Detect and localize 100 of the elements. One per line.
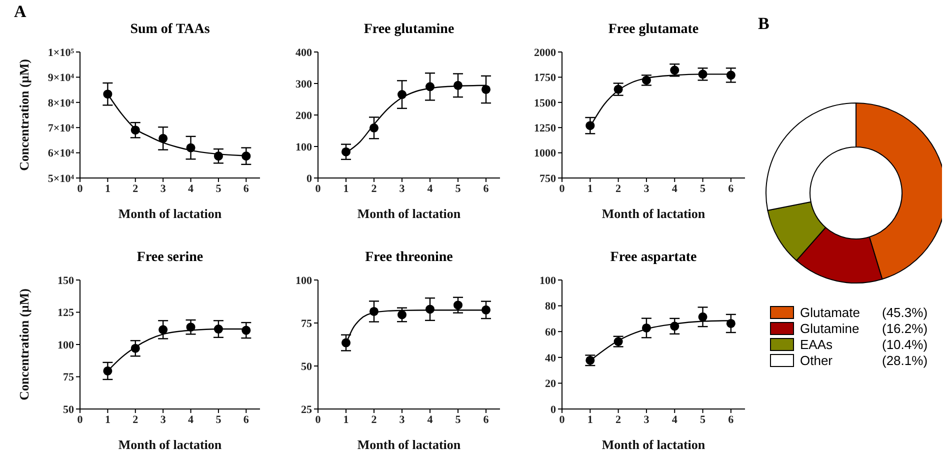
chart-title: Free glutamine — [362, 22, 456, 38]
y-tick-label: 9×10⁴ — [48, 72, 75, 84]
point — [369, 306, 379, 316]
y-tick-label: 1750 — [534, 72, 556, 84]
x-tick-label: 0 — [315, 182, 322, 195]
point — [726, 70, 736, 80]
y-tick-label: 125 — [58, 307, 74, 320]
data-label: (16.2%) — [882, 320, 928, 336]
x-tick-label: 2 — [132, 182, 139, 195]
y-tick-label: 40 — [545, 352, 556, 364]
point — [130, 126, 140, 135]
y-tick-label: 50 — [63, 404, 74, 416]
legend-label: Glutamate — [800, 304, 861, 320]
x-tick-label: 3 — [160, 182, 166, 195]
point — [698, 312, 708, 322]
y-tick-label: 75 — [63, 372, 74, 384]
point — [453, 80, 463, 90]
x-tick-label: 2 — [132, 414, 139, 426]
x-tick-label: 5 — [700, 182, 706, 195]
point — [214, 152, 223, 161]
point — [670, 66, 680, 75]
x-tick-label: 4 — [672, 414, 678, 426]
x-tick-label: 4 — [188, 414, 194, 426]
x-axis-title: Month of lactation — [357, 206, 462, 221]
point — [341, 338, 351, 348]
x-tick-label: 0 — [315, 414, 322, 426]
data-label: (45.3%) — [882, 304, 928, 320]
y-tick-label: 8×10⁴ — [48, 97, 75, 110]
point — [453, 300, 463, 310]
x-tick-label: 0 — [559, 182, 566, 195]
data-label: (10.4%) — [882, 336, 928, 352]
x-tick-label: 1 — [587, 414, 593, 426]
x-tick-label: 4 — [427, 182, 434, 195]
point — [397, 310, 407, 320]
x-axis-title: Month of lactation — [118, 437, 222, 452]
y-tick-label: 1×10⁵ — [48, 46, 75, 59]
y-tick-label: 0 — [306, 172, 312, 185]
y-tick-label: 100 — [296, 274, 312, 287]
y-tick-label: 300 — [296, 78, 312, 90]
point — [425, 304, 435, 314]
y-tick-label: 5×10⁴ — [48, 172, 75, 185]
text: A — [14, 2, 26, 22]
point — [242, 326, 251, 335]
point — [425, 82, 435, 92]
point — [397, 90, 407, 100]
chart-title: Free serine — [136, 250, 204, 266]
x-tick-label: 0 — [559, 414, 566, 426]
chart-title: Free threonine — [364, 250, 454, 266]
x-axis-title: Month of lactation — [602, 206, 706, 221]
x-tick-label: 1 — [343, 182, 349, 195]
x-tick-label: 3 — [644, 182, 650, 195]
y-tick-label: 50 — [301, 360, 312, 373]
x-tick-label: 0 — [77, 182, 84, 195]
x-tick-label: 6 — [243, 182, 250, 195]
point — [369, 123, 379, 132]
y-axis-title: Concentration (µM) — [16, 288, 32, 400]
x-tick-label: 3 — [160, 414, 166, 426]
point — [186, 322, 196, 332]
x-tick-label: 2 — [616, 414, 622, 426]
y-tick-label: 400 — [296, 46, 312, 59]
y-tick-label: 100 — [540, 274, 556, 287]
x-tick-label: 3 — [644, 414, 650, 426]
point — [642, 323, 651, 332]
point — [214, 324, 223, 334]
chart-title: Sum of TAAs — [129, 22, 211, 38]
x-tick-label: 5 — [216, 182, 222, 195]
x-tick-label: 2 — [616, 182, 622, 195]
x-tick-label: 5 — [700, 414, 706, 426]
x-tick-label: 2 — [371, 414, 378, 426]
x-tick-label: 2 — [371, 182, 378, 195]
point — [158, 325, 168, 334]
x-tick-label: 5 — [455, 182, 462, 195]
point — [158, 134, 168, 143]
y-tick-label: 200 — [296, 110, 312, 122]
y-tick-label: 80 — [545, 300, 556, 313]
x-tick-label: 3 — [399, 182, 406, 195]
y-axis-title: Concentration (µM) — [16, 59, 32, 171]
x-tick-label: 6 — [483, 182, 490, 195]
y-tick-label: 150 — [58, 274, 74, 287]
point — [103, 366, 112, 376]
y-tick-label: 1500 — [534, 97, 556, 110]
x-tick-label: 1 — [104, 182, 110, 195]
legend-label: EAAs — [800, 336, 834, 352]
x-axis-title: Month of lactation — [118, 206, 222, 221]
y-tick-label: 1000 — [534, 148, 556, 160]
x-tick-label: 4 — [427, 414, 434, 426]
point — [481, 84, 491, 94]
x-tick-label: 6 — [728, 182, 734, 195]
x-tick-label: 4 — [672, 182, 678, 195]
y-tick-label: 7×10⁴ — [48, 122, 75, 135]
x-axis-title: Month of lactation — [602, 437, 706, 452]
x-tick-label: 5 — [455, 414, 462, 426]
x-tick-label: 1 — [104, 414, 110, 426]
y-tick-label: 750 — [540, 172, 556, 185]
x-tick-label: 4 — [188, 182, 194, 195]
point — [242, 152, 251, 161]
x-tick-label: 0 — [77, 414, 84, 426]
legend-label: Glutamine — [800, 320, 860, 336]
point — [481, 305, 491, 314]
legend-label: Other — [800, 352, 834, 368]
